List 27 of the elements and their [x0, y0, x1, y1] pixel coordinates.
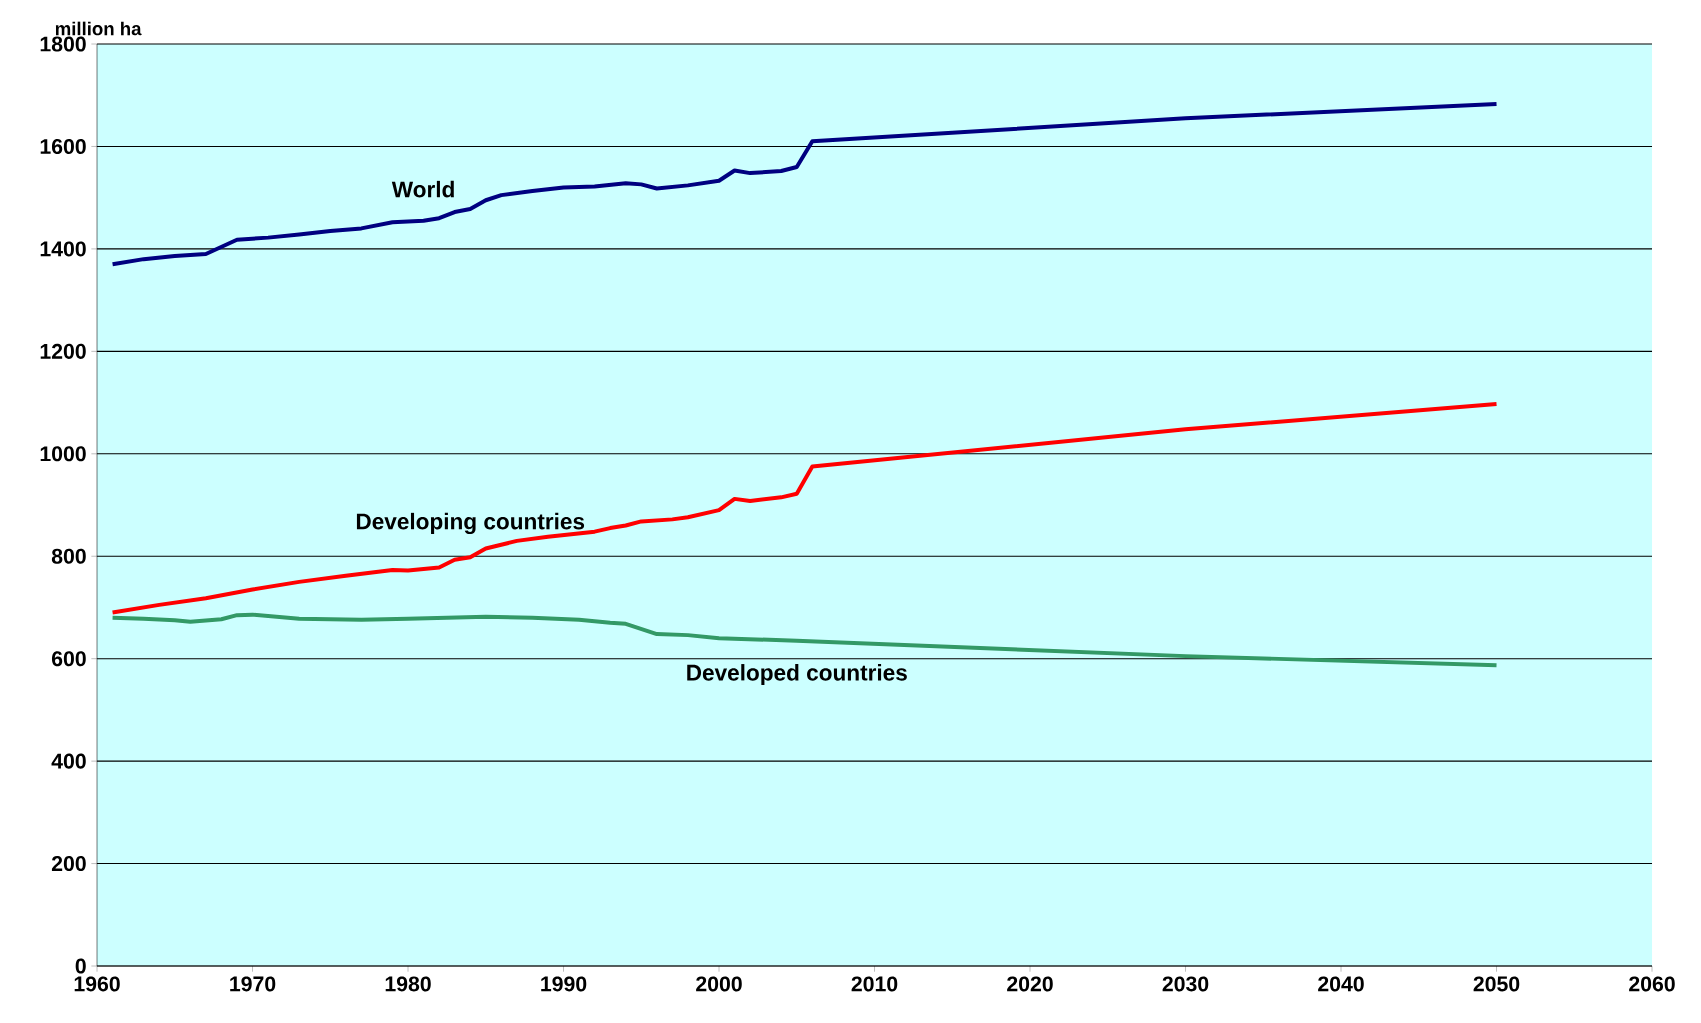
series-label: Developed countries — [687, 664, 907, 686]
line-series — [110, 101, 1499, 267]
x-tick-label: 1980 — [385, 976, 431, 992]
y-tick-label: 1600 — [40, 138, 86, 154]
y-tick-label: 0 — [75, 958, 86, 974]
x-tick-label: 2020 — [1007, 976, 1053, 992]
line-series — [110, 402, 1499, 615]
y-tick-label: 400 — [51, 753, 86, 769]
x-tick-label: 2040 — [1318, 976, 1364, 992]
y-tick-label: 800 — [51, 548, 86, 564]
x-tick-label: 2060 — [1629, 976, 1675, 992]
y-tick-label: 1800 — [40, 36, 86, 52]
x-tick-label: 1960 — [74, 976, 120, 992]
x-tick-label: 2030 — [1162, 976, 1209, 992]
series-label: Developing countries — [356, 512, 585, 534]
series-label: World — [391, 180, 454, 198]
y-tick-label: 200 — [51, 856, 86, 872]
y-tick-label: 600 — [51, 651, 86, 667]
x-tick-label: 1970 — [230, 976, 276, 992]
x-tick-label: 2010 — [851, 976, 898, 992]
x-tick-label: 1990 — [541, 976, 587, 992]
y-tick-label: 1400 — [40, 241, 86, 257]
y-tick-label: 1200 — [40, 343, 86, 359]
x-tick-label: 2050 — [1473, 976, 1520, 992]
x-tick-label: 2000 — [696, 976, 742, 992]
y-axis-title: million ha — [55, 21, 142, 36]
y-tick-label: 1000 — [40, 446, 86, 462]
